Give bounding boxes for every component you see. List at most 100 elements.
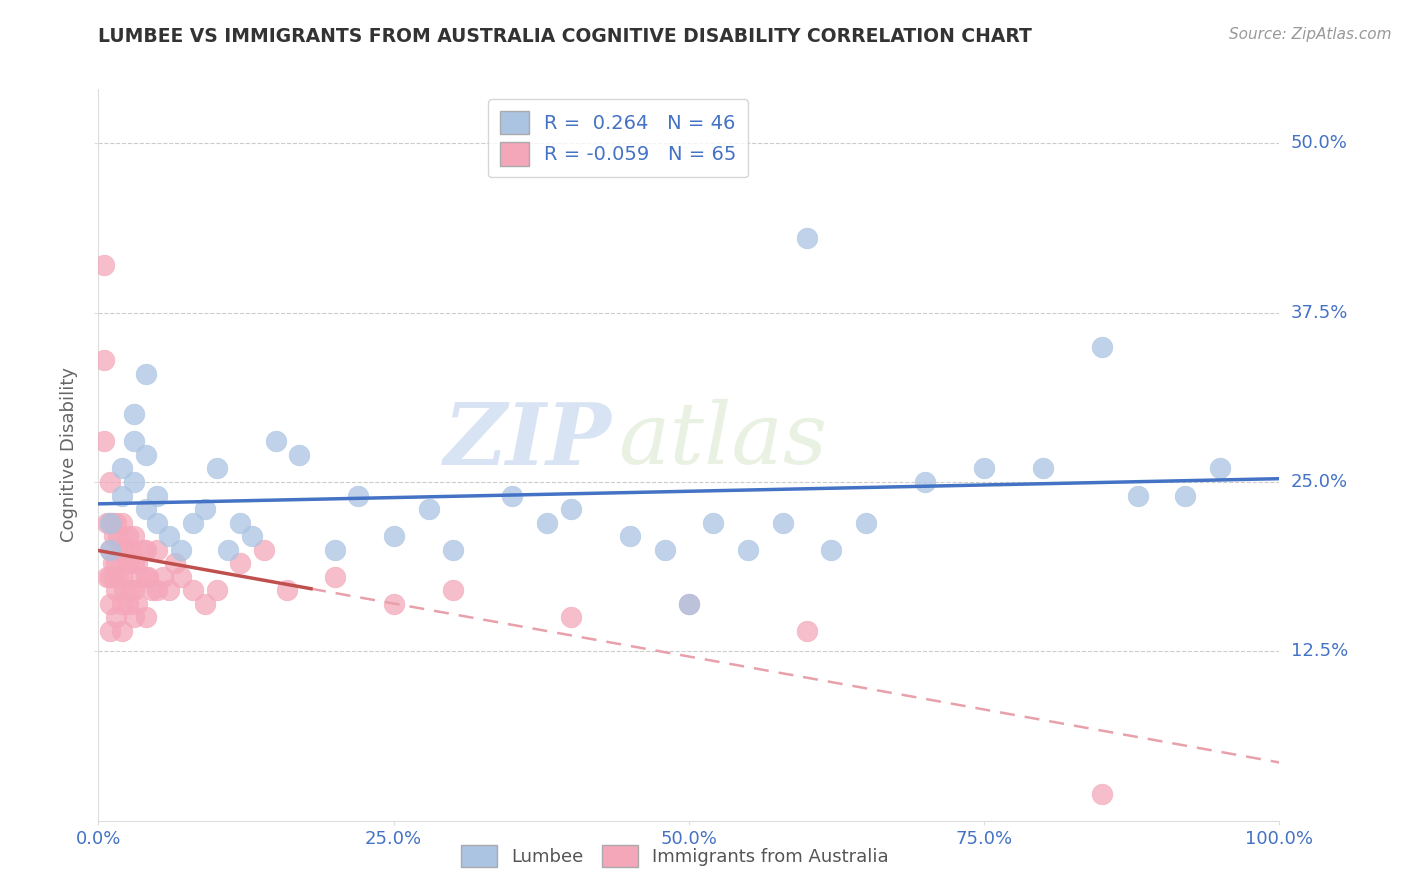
Point (229, 516, 252, 530)
Point (796, 231, 818, 245)
Point (181, 583, 204, 598)
Point (105, 610, 128, 624)
Point (122, 583, 145, 598)
Point (122, 434, 145, 449)
Point (111, 542, 134, 557)
Point (122, 556, 145, 570)
Point (820, 542, 842, 557)
Point (240, 529, 263, 543)
Point (194, 597, 217, 611)
Point (1126, 489, 1149, 503)
Point (127, 556, 149, 570)
Point (122, 610, 145, 624)
Point (441, 542, 464, 557)
Point (973, 461, 995, 475)
Point (276, 583, 298, 598)
Point (101, 516, 124, 530)
Point (117, 556, 139, 570)
Point (441, 583, 464, 598)
Point (205, 461, 228, 475)
Text: 25.0%: 25.0% (1291, 473, 1348, 491)
Point (112, 542, 135, 557)
Point (98, 624, 121, 638)
Point (170, 570, 193, 584)
Point (157, 583, 180, 598)
Text: atlas: atlas (619, 399, 827, 482)
Point (107, 570, 129, 584)
Point (111, 624, 134, 638)
Point (105, 556, 128, 570)
Point (141, 583, 163, 598)
Point (560, 502, 582, 516)
Point (98, 570, 121, 584)
Point (111, 597, 134, 611)
Point (121, 542, 143, 557)
Point (122, 475, 145, 489)
Point (323, 542, 346, 557)
Point (135, 542, 157, 557)
Point (288, 448, 311, 462)
Y-axis label: Cognitive Disability: Cognitive Disability (60, 368, 79, 542)
Point (560, 610, 582, 624)
Point (103, 570, 125, 584)
Point (146, 489, 169, 503)
Point (135, 570, 157, 584)
Point (1091, 340, 1114, 354)
Point (796, 624, 818, 638)
Point (135, 502, 157, 516)
Point (96, 570, 118, 584)
Point (127, 597, 149, 611)
Point (135, 448, 157, 462)
Text: Source: ZipAtlas.com: Source: ZipAtlas.com (1229, 27, 1392, 42)
Point (152, 570, 174, 584)
Point (111, 461, 134, 475)
Point (382, 529, 405, 543)
Point (105, 583, 128, 598)
Point (914, 475, 936, 489)
Point (135, 367, 157, 381)
Text: 37.5%: 37.5% (1291, 303, 1348, 322)
Point (103, 529, 125, 543)
Point (105, 516, 128, 530)
Point (536, 516, 558, 530)
Point (107, 529, 129, 543)
Point (121, 583, 143, 598)
Point (146, 516, 169, 530)
Point (253, 542, 276, 557)
Point (194, 502, 217, 516)
Point (111, 489, 134, 503)
Point (146, 542, 169, 557)
Text: LUMBEE VS IMMIGRANTS FROM AUSTRALIA COGNITIVE DISABILITY CORRELATION CHART: LUMBEE VS IMMIGRANTS FROM AUSTRALIA COGN… (98, 27, 1032, 45)
Point (98, 542, 121, 557)
Point (619, 529, 641, 543)
Point (347, 489, 370, 503)
Point (98, 516, 121, 530)
Point (98, 542, 121, 557)
Point (772, 516, 794, 530)
Point (157, 529, 180, 543)
Text: 12.5%: 12.5% (1291, 642, 1348, 660)
Point (98, 516, 121, 530)
Point (128, 570, 150, 584)
Point (93, 434, 115, 449)
Point (122, 407, 145, 421)
Point (98, 475, 121, 489)
Point (98, 597, 121, 611)
Point (229, 556, 252, 570)
Point (111, 570, 134, 584)
Point (678, 597, 700, 611)
Point (1091, 787, 1114, 801)
Text: ZIP: ZIP (444, 399, 612, 482)
Legend: Lumbee, Immigrants from Australia: Lumbee, Immigrants from Australia (454, 838, 896, 874)
Point (111, 516, 134, 530)
Text: 50.0%: 50.0% (1291, 135, 1347, 153)
Point (855, 516, 877, 530)
Point (146, 583, 169, 598)
Point (117, 597, 139, 611)
Point (170, 542, 193, 557)
Point (96, 516, 118, 530)
Point (205, 583, 228, 598)
Point (122, 529, 145, 543)
Point (217, 542, 239, 557)
Point (654, 542, 676, 557)
